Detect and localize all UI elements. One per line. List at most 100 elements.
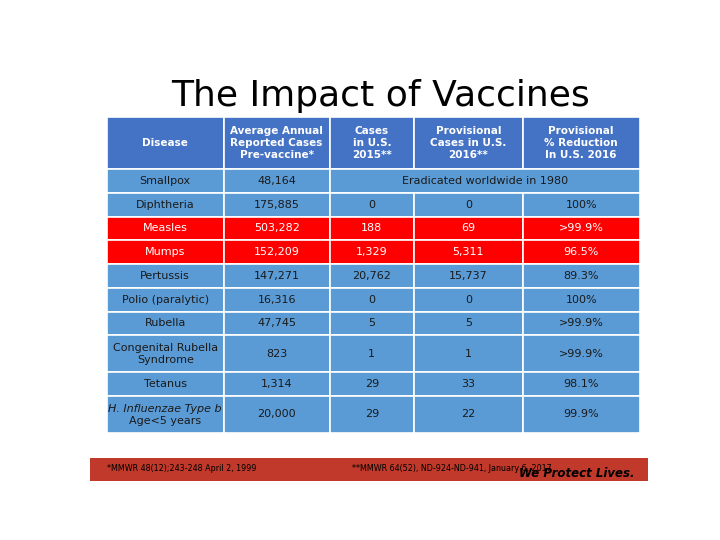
Bar bbox=[107, 335, 224, 372]
Bar bbox=[224, 335, 330, 372]
Bar bbox=[414, 240, 523, 264]
Text: Provisional
Cases in U.S.
2016**: Provisional Cases in U.S. 2016** bbox=[430, 125, 507, 160]
Text: Pertussis: Pertussis bbox=[140, 271, 190, 281]
Bar bbox=[330, 335, 414, 372]
Text: Measles: Measles bbox=[143, 224, 188, 233]
Text: 0: 0 bbox=[369, 295, 375, 305]
Text: 0: 0 bbox=[465, 200, 472, 210]
Text: >99.9%: >99.9% bbox=[559, 319, 603, 328]
Text: Provisional
% Reduction
In U.S. 2016: Provisional % Reduction In U.S. 2016 bbox=[544, 125, 618, 160]
Bar bbox=[90, 435, 648, 481]
Bar bbox=[414, 288, 523, 312]
Text: 0: 0 bbox=[369, 200, 375, 210]
Text: H. Influenzae Type b: H. Influenzae Type b bbox=[109, 404, 222, 414]
Text: 96.5%: 96.5% bbox=[564, 247, 599, 257]
Bar bbox=[224, 193, 330, 217]
Text: 20,762: 20,762 bbox=[352, 271, 391, 281]
Bar bbox=[224, 264, 330, 288]
Text: **MMWR 64(52), ND-924-ND-941, January 6, 2017: **MMWR 64(52), ND-924-ND-941, January 6,… bbox=[352, 464, 552, 474]
Bar bbox=[414, 335, 523, 372]
Text: Cases
in U.S.
2015**: Cases in U.S. 2015** bbox=[352, 125, 392, 160]
Text: 89.3%: 89.3% bbox=[564, 271, 599, 281]
Text: 48,164: 48,164 bbox=[257, 176, 296, 186]
Bar bbox=[224, 312, 330, 335]
Bar bbox=[523, 264, 639, 288]
Bar bbox=[414, 264, 523, 288]
Bar bbox=[523, 117, 639, 169]
Bar bbox=[414, 193, 523, 217]
Text: 22: 22 bbox=[462, 409, 475, 420]
Bar bbox=[224, 240, 330, 264]
Bar bbox=[523, 288, 639, 312]
Text: Smallpox: Smallpox bbox=[140, 176, 191, 186]
Bar bbox=[414, 372, 523, 396]
Text: 15,737: 15,737 bbox=[449, 271, 487, 281]
Text: 1: 1 bbox=[369, 349, 375, 359]
Text: 100%: 100% bbox=[565, 200, 597, 210]
Text: 33: 33 bbox=[462, 379, 475, 389]
Bar bbox=[523, 312, 639, 335]
Text: Age<5 years: Age<5 years bbox=[129, 416, 202, 426]
Text: >99.9%: >99.9% bbox=[559, 224, 603, 233]
Bar bbox=[107, 169, 224, 193]
Text: 100%: 100% bbox=[565, 295, 597, 305]
Text: 823: 823 bbox=[266, 349, 287, 359]
Bar bbox=[523, 372, 639, 396]
Text: 188: 188 bbox=[361, 224, 382, 233]
Bar bbox=[107, 312, 224, 335]
Text: Mumps: Mumps bbox=[145, 247, 185, 257]
Bar bbox=[107, 217, 224, 240]
Text: 1,329: 1,329 bbox=[356, 247, 387, 257]
Text: The Impact of Vaccines: The Impact of Vaccines bbox=[171, 79, 590, 113]
Bar bbox=[330, 396, 414, 433]
Bar bbox=[523, 240, 639, 264]
Bar bbox=[107, 396, 224, 433]
Text: Rubella: Rubella bbox=[145, 319, 186, 328]
Bar bbox=[107, 193, 224, 217]
Text: Average Annual
Reported Cases
Pre-vaccine*: Average Annual Reported Cases Pre-vaccin… bbox=[230, 125, 323, 160]
Text: Diphtheria: Diphtheria bbox=[136, 200, 194, 210]
Text: 20,000: 20,000 bbox=[257, 409, 296, 420]
Bar bbox=[224, 217, 330, 240]
Bar bbox=[523, 335, 639, 372]
Bar bbox=[330, 169, 639, 193]
Bar bbox=[414, 117, 523, 169]
Text: 29: 29 bbox=[365, 409, 379, 420]
Text: 47,745: 47,745 bbox=[257, 319, 296, 328]
Bar bbox=[414, 217, 523, 240]
Text: We Protect Lives.: We Protect Lives. bbox=[518, 467, 634, 480]
Text: 98.1%: 98.1% bbox=[564, 379, 599, 389]
Text: 5: 5 bbox=[369, 319, 375, 328]
Text: Polio (paralytic): Polio (paralytic) bbox=[122, 295, 209, 305]
Bar bbox=[224, 372, 330, 396]
Bar bbox=[330, 372, 414, 396]
Bar bbox=[330, 312, 414, 335]
Bar bbox=[107, 117, 224, 169]
Bar bbox=[107, 240, 224, 264]
Bar bbox=[523, 217, 639, 240]
Text: 1,314: 1,314 bbox=[261, 379, 292, 389]
Text: 5,311: 5,311 bbox=[453, 247, 484, 257]
Bar bbox=[414, 396, 523, 433]
Text: 1: 1 bbox=[465, 349, 472, 359]
Text: Tetanus: Tetanus bbox=[144, 379, 186, 389]
Bar bbox=[330, 288, 414, 312]
Text: 503,282: 503,282 bbox=[253, 224, 300, 233]
Text: 99.9%: 99.9% bbox=[563, 409, 599, 420]
Bar bbox=[414, 312, 523, 335]
PathPatch shape bbox=[23, 446, 90, 516]
Text: 147,271: 147,271 bbox=[253, 271, 300, 281]
Bar bbox=[330, 117, 414, 169]
Text: Disease: Disease bbox=[143, 138, 188, 148]
Bar bbox=[523, 193, 639, 217]
Text: 5: 5 bbox=[465, 319, 472, 328]
Text: 152,209: 152,209 bbox=[253, 247, 300, 257]
Text: 16,316: 16,316 bbox=[258, 295, 296, 305]
Text: 175,885: 175,885 bbox=[253, 200, 300, 210]
Bar bbox=[523, 396, 639, 433]
Bar bbox=[107, 288, 224, 312]
Bar bbox=[107, 372, 224, 396]
Text: 0: 0 bbox=[465, 295, 472, 305]
Text: >99.9%: >99.9% bbox=[559, 349, 603, 359]
Text: Congenital Rubella
Syndrome: Congenital Rubella Syndrome bbox=[112, 342, 217, 365]
